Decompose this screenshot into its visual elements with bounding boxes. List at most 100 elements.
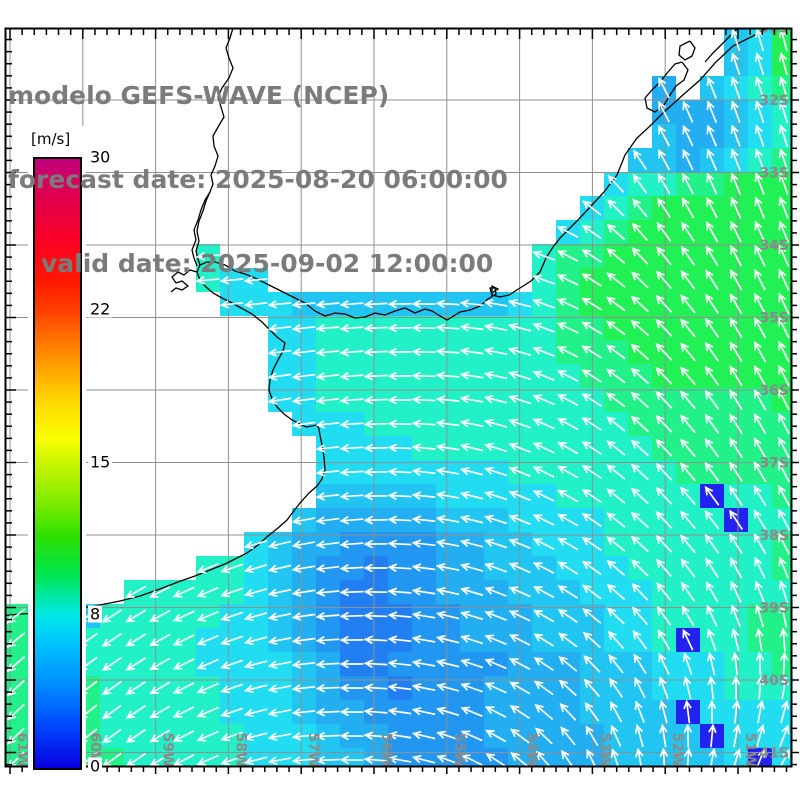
- wind-arrow: [582, 200, 602, 216]
- wind-arrow: [315, 300, 340, 309]
- wind-arrow: [363, 731, 388, 740]
- wind-arrow: [101, 704, 122, 720]
- wind-arrow: [656, 221, 672, 242]
- wind-arrow: [436, 682, 460, 692]
- wind-arrow: [243, 300, 268, 309]
- wind-arrow: [363, 419, 388, 429]
- wind-arrow: [632, 198, 648, 218]
- wind-arrow: [680, 534, 696, 554]
- wind-arrow: [560, 726, 576, 746]
- wind-arrow: [532, 418, 555, 430]
- wind-arrow: [267, 732, 292, 741]
- wind-arrow: [606, 512, 626, 528]
- wind-arrow: [729, 437, 743, 459]
- wind-arrow: [680, 342, 696, 362]
- wind-arrow: [435, 634, 460, 644]
- wind-arrow: [605, 320, 626, 336]
- wind-arrow: [508, 634, 531, 646]
- wind-arrow: [532, 394, 555, 406]
- wind-arrow: [582, 584, 602, 600]
- wind-arrow: [659, 723, 668, 748]
- wind-arrow: [557, 393, 579, 407]
- wind-arrow: [680, 558, 696, 578]
- wind-arrow: [704, 341, 720, 362]
- wind-arrow: [732, 723, 741, 748]
- wind-arrow: [339, 324, 364, 333]
- grid-cell: [796, 484, 800, 508]
- wind-arrow: [101, 609, 122, 623]
- wind-arrow: [291, 612, 316, 621]
- wind-arrow: [655, 463, 673, 481]
- wind-arrow: [533, 562, 555, 574]
- wind-arrow: [581, 512, 602, 528]
- wind-arrow: [363, 539, 388, 549]
- wind-arrow: [606, 536, 626, 552]
- wind-arrow: [291, 348, 316, 357]
- wind-arrow: [779, 627, 788, 652]
- wind-arrow: [149, 753, 171, 766]
- wind-arrow: [510, 728, 530, 744]
- wind-arrow: [680, 366, 696, 386]
- wind-arrow: [220, 587, 243, 598]
- wind-arrow: [533, 585, 555, 599]
- wind-arrow: [363, 587, 388, 597]
- wind-arrow: [363, 659, 388, 669]
- wind-arrow: [778, 268, 790, 291]
- wind-arrow: [387, 707, 412, 716]
- wind-arrow: [754, 196, 766, 219]
- wind-arrow: [220, 731, 243, 742]
- wind-arrow: [532, 442, 555, 454]
- wind-arrow: [732, 699, 741, 724]
- wind-arrow: [243, 732, 268, 742]
- wind-arrow: [533, 680, 554, 696]
- wind-arrow: [610, 748, 619, 766]
- wind-arrow: [387, 563, 412, 573]
- wind-arrow: [581, 536, 602, 552]
- wind-arrow: [435, 539, 460, 548]
- wind-arrow: [753, 317, 767, 339]
- wind-arrow: [411, 443, 436, 452]
- wind-arrow: [484, 514, 508, 525]
- wind-arrow: [149, 585, 171, 599]
- wind-arrow: [632, 173, 648, 194]
- wind-arrow: [172, 706, 195, 718]
- wind-arrow: [510, 752, 529, 766]
- wind-arrow: [315, 707, 340, 717]
- wind-arrow: [291, 564, 316, 573]
- wind-arrow: [754, 556, 766, 579]
- wind-arrow: [606, 296, 626, 312]
- wind-arrow: [459, 371, 484, 380]
- wind-arrow: [411, 323, 436, 333]
- wind-arrow: [630, 439, 649, 457]
- wind-arrow: [657, 149, 671, 171]
- wind-arrow: [683, 747, 693, 766]
- wind-arrow: [707, 675, 716, 700]
- wind-arrow: [754, 124, 765, 147]
- wind-arrow: [435, 443, 460, 452]
- wind-arrow: [706, 124, 718, 147]
- wind-arrow: [753, 437, 767, 459]
- wind-arrow: [586, 748, 596, 766]
- wind-arrow: [435, 586, 460, 596]
- colorbar-tick-label: 8: [88, 604, 103, 624]
- wind-arrow: [680, 438, 696, 458]
- wind-arrow: [606, 223, 626, 241]
- wind-arrow: [705, 557, 719, 579]
- wind-arrow: [267, 612, 292, 622]
- wind-arrow: [243, 660, 268, 670]
- wind-arrow: [149, 705, 171, 719]
- wind-arrow: [411, 347, 436, 357]
- wind-arrow: [363, 611, 388, 621]
- wind-arrow: [706, 604, 718, 627]
- wind-arrow: [435, 515, 460, 524]
- wind-arrow: [483, 394, 508, 404]
- wind-arrow: [631, 606, 649, 626]
- wind-arrow: [509, 681, 531, 695]
- wind-arrow: [125, 705, 146, 719]
- wind-arrow: [532, 298, 555, 309]
- wind-arrow: [680, 581, 696, 602]
- wind-arrow: [683, 699, 692, 724]
- wind-arrow: [778, 580, 789, 604]
- wind-arrow: [780, 700, 790, 724]
- lat-label: 37S: [759, 456, 789, 472]
